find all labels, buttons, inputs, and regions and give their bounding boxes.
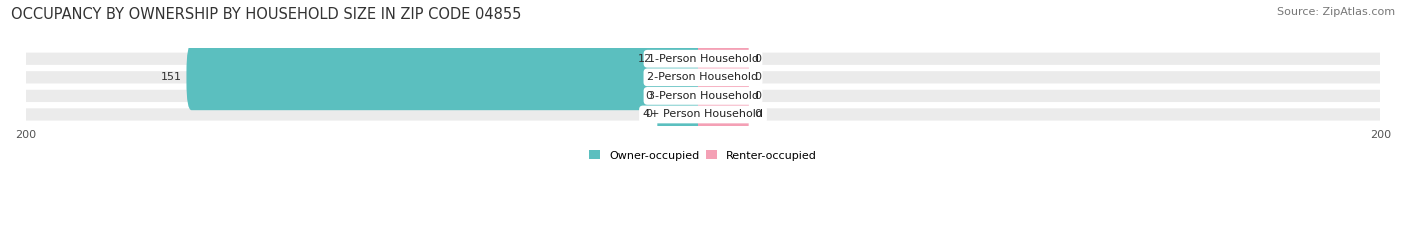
FancyBboxPatch shape	[697, 63, 749, 129]
Text: 151: 151	[160, 72, 181, 82]
Text: 3-Person Household: 3-Person Household	[648, 91, 758, 101]
Text: Source: ZipAtlas.com: Source: ZipAtlas.com	[1277, 7, 1395, 17]
FancyBboxPatch shape	[657, 82, 709, 147]
Text: 0: 0	[754, 110, 761, 120]
FancyBboxPatch shape	[697, 26, 749, 92]
FancyBboxPatch shape	[25, 108, 1381, 121]
FancyBboxPatch shape	[697, 45, 749, 110]
FancyBboxPatch shape	[657, 63, 709, 129]
FancyBboxPatch shape	[187, 45, 709, 110]
FancyBboxPatch shape	[25, 53, 1381, 65]
FancyBboxPatch shape	[657, 26, 709, 92]
Legend: Owner-occupied, Renter-occupied: Owner-occupied, Renter-occupied	[589, 151, 817, 161]
Text: 2-Person Household: 2-Person Household	[647, 72, 759, 82]
Text: 12: 12	[638, 54, 652, 64]
Text: 0: 0	[645, 91, 652, 101]
Text: 1-Person Household: 1-Person Household	[648, 54, 758, 64]
FancyBboxPatch shape	[25, 90, 1381, 102]
Text: OCCUPANCY BY OWNERSHIP BY HOUSEHOLD SIZE IN ZIP CODE 04855: OCCUPANCY BY OWNERSHIP BY HOUSEHOLD SIZE…	[11, 7, 522, 22]
Text: 0: 0	[754, 72, 761, 82]
Text: 4+ Person Household: 4+ Person Household	[643, 110, 763, 120]
Text: 0: 0	[754, 91, 761, 101]
Text: 0: 0	[754, 54, 761, 64]
FancyBboxPatch shape	[25, 71, 1381, 83]
FancyBboxPatch shape	[697, 82, 749, 147]
Text: 0: 0	[645, 110, 652, 120]
